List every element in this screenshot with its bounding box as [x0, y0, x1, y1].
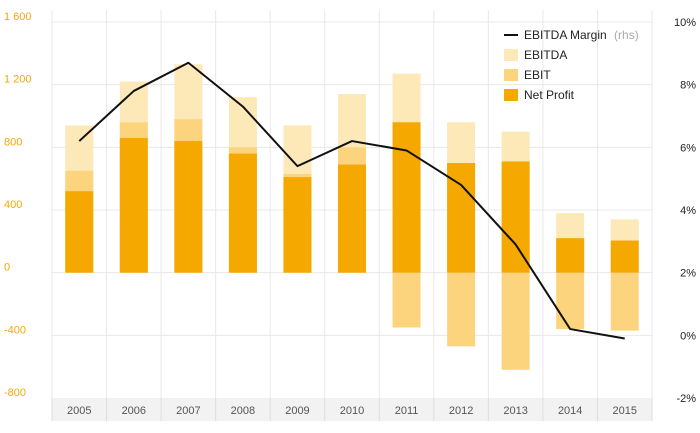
x-axis: 2005 2006 2007 2008 2009 2010 2011 2012 2013 2014…: [67, 405, 637, 417]
right-tick-label: 6%: [680, 142, 696, 154]
ebitda-margin-line-layer: [78, 61, 625, 340]
category-label-2009: 2009: [285, 405, 309, 417]
svg-text:EBITDA Margin (rhs): EBITDA Margin (rhs): [524, 28, 639, 42]
legend-label-ebitda-margin: EBITDA Margin: [524, 28, 607, 42]
bar-net-profit-2005: [65, 191, 94, 273]
legend-swatch-ebit: [504, 69, 518, 81]
bar-net-profit-2007: [174, 141, 203, 273]
legend-item-ebit: EBIT: [504, 68, 551, 82]
bar-net-profit-2006: [119, 137, 148, 273]
left-tick-label: 0: [4, 262, 10, 274]
right-axis: -2% 0% 2% 4% 6% 8% 10%: [674, 17, 696, 405]
bar-ebit-2015: [610, 272, 639, 331]
category-axis-band: [52, 398, 652, 421]
bar-ebit-2012: [447, 272, 476, 347]
legend-swatch-ebitda: [504, 49, 518, 61]
right-tick-label: 8%: [680, 80, 696, 92]
gridlines: [51, 10, 653, 421]
category-label-2013: 2013: [503, 405, 527, 417]
category-label-2006: 2006: [122, 405, 146, 417]
legend-swatch-net-profit: [504, 89, 518, 101]
right-tick-label: -2%: [676, 393, 696, 405]
left-tick-label: -400: [4, 324, 26, 336]
bar-ebit-2013: [501, 272, 530, 370]
category-label-2007: 2007: [176, 405, 200, 417]
left-tick-label: -800: [4, 387, 26, 399]
legend-label-rhs: (rhs): [614, 28, 639, 42]
left-tick-label: 1 200: [4, 74, 32, 86]
bar-net-profit-2013: [501, 161, 530, 273]
right-tick-label: 0%: [680, 330, 696, 342]
bar-net-profit-2014: [556, 238, 585, 273]
bar-net-profit-2012: [447, 163, 476, 273]
category-label-2012: 2012: [449, 405, 473, 417]
bar-net-profit-2009: [283, 177, 312, 273]
bar-net-profit-2010: [338, 164, 366, 273]
left-tick-label: 1 600: [4, 11, 32, 23]
left-tick-label: 400: [4, 199, 22, 211]
right-tick-label: 4%: [680, 205, 696, 217]
category-label-2008: 2008: [231, 405, 255, 417]
legend-item-ebitda: EBITDA: [504, 48, 567, 62]
legend-label-ebitda: EBITDA: [524, 48, 567, 62]
bar-net-profit-2011: [392, 122, 421, 273]
bar-ebit-2014: [556, 272, 585, 330]
bar-net-profit-2015: [610, 240, 639, 273]
legend: EBITDA Margin (rhs) EBITDA EBIT Net Prof…: [504, 28, 639, 102]
bars: [65, 64, 639, 370]
right-tick-label: 2%: [680, 268, 696, 280]
bar-ebit-2011: [392, 272, 421, 328]
legend-item-ebitda-margin: EBITDA Margin (rhs): [504, 28, 639, 42]
bar-net-profit-2008: [228, 153, 257, 273]
category-label-2014: 2014: [558, 405, 582, 417]
ebitda-margin-line: [78, 61, 625, 340]
left-axis: -800 -400 0 400 800 1 200 1 600: [4, 11, 32, 399]
legend-label-ebit: EBIT: [524, 68, 551, 82]
legend-label-net-profit: Net Profit: [524, 88, 575, 102]
category-label-2015: 2015: [612, 405, 636, 417]
left-tick-label: 800: [4, 136, 22, 148]
category-label-2010: 2010: [340, 405, 364, 417]
legend-item-net-profit: Net Profit: [504, 88, 575, 102]
category-label-2005: 2005: [67, 405, 91, 417]
category-label-2011: 2011: [395, 405, 419, 417]
right-tick-label: 10%: [674, 17, 696, 29]
